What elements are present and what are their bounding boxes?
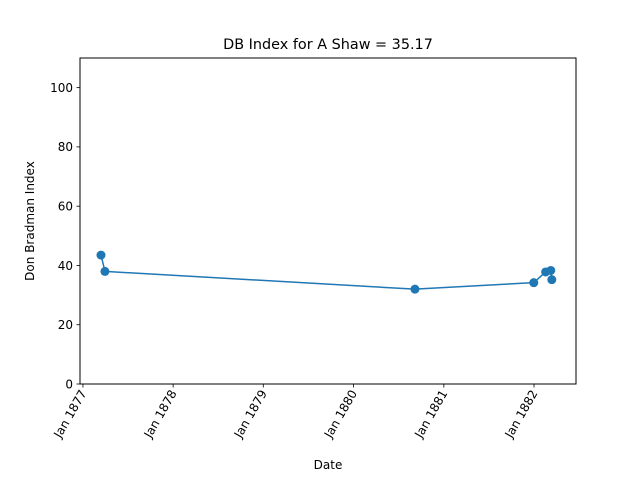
y-tick-label: 0	[65, 377, 73, 391]
data-point	[100, 266, 110, 276]
data-point	[547, 275, 557, 285]
x-axis-label: Date	[314, 458, 343, 472]
y-tick-label: 60	[58, 199, 73, 213]
chart-title: DB Index for A Shaw = 35.17	[223, 37, 433, 53]
data-point	[529, 278, 539, 288]
y-axis-label: Don Bradman Index	[23, 161, 37, 281]
y-tick-label: 100	[50, 81, 73, 95]
data-point	[96, 250, 106, 260]
y-tick-label: 40	[58, 259, 73, 273]
data-point	[410, 284, 420, 294]
plot-area	[96, 250, 557, 294]
axes-frame	[79, 57, 577, 385]
y-tick-label: 20	[58, 318, 73, 332]
y-axis: 0 20 40 60 80 100	[50, 81, 80, 391]
y-tick-label: 80	[58, 140, 73, 154]
data-point	[546, 265, 556, 275]
